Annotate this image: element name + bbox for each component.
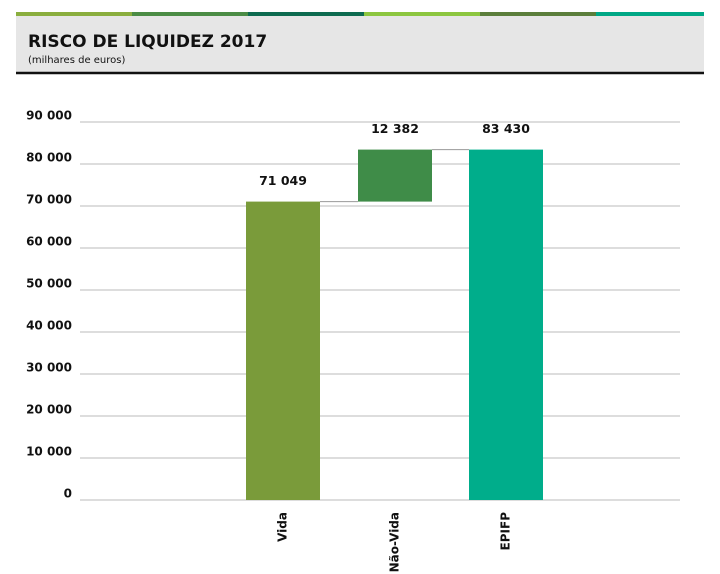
strip-segment xyxy=(248,12,364,16)
header-band xyxy=(16,16,704,72)
bar xyxy=(246,201,320,501)
y-tick-label: 40 000 xyxy=(26,319,72,333)
x-tick-label: Vida xyxy=(276,512,290,542)
y-tick-label: 70 000 xyxy=(26,193,72,207)
value-label: 12 382 xyxy=(371,121,419,136)
strip-segment xyxy=(364,12,480,16)
strip-segment xyxy=(16,12,132,16)
chart-title: RISCO DE LIQUIDEZ 2017 xyxy=(28,32,267,52)
y-tick-label: 50 000 xyxy=(26,277,72,291)
strip-segment xyxy=(132,12,248,16)
y-tick-label: 80 000 xyxy=(26,151,72,165)
y-tick-label: 60 000 xyxy=(26,235,72,249)
bar xyxy=(358,149,432,202)
top-strip xyxy=(16,12,704,16)
y-tick-label: 20 000 xyxy=(26,403,72,417)
x-tick-label: Não-Vida xyxy=(388,512,402,572)
value-label: 71 049 xyxy=(259,173,307,188)
strip-segment xyxy=(480,12,596,16)
strip-segment xyxy=(596,12,704,16)
bar xyxy=(469,149,543,500)
x-tick-label: EPIFP xyxy=(499,512,513,551)
y-tick-label: 30 000 xyxy=(26,361,72,375)
value-label: 83 430 xyxy=(482,121,530,136)
y-tick-label: 90 000 xyxy=(26,109,72,123)
y-tick-label: 10 000 xyxy=(26,445,72,459)
chart-subtitle: (milhares de euros) xyxy=(28,55,125,66)
y-tick-label: 0 xyxy=(64,487,72,501)
